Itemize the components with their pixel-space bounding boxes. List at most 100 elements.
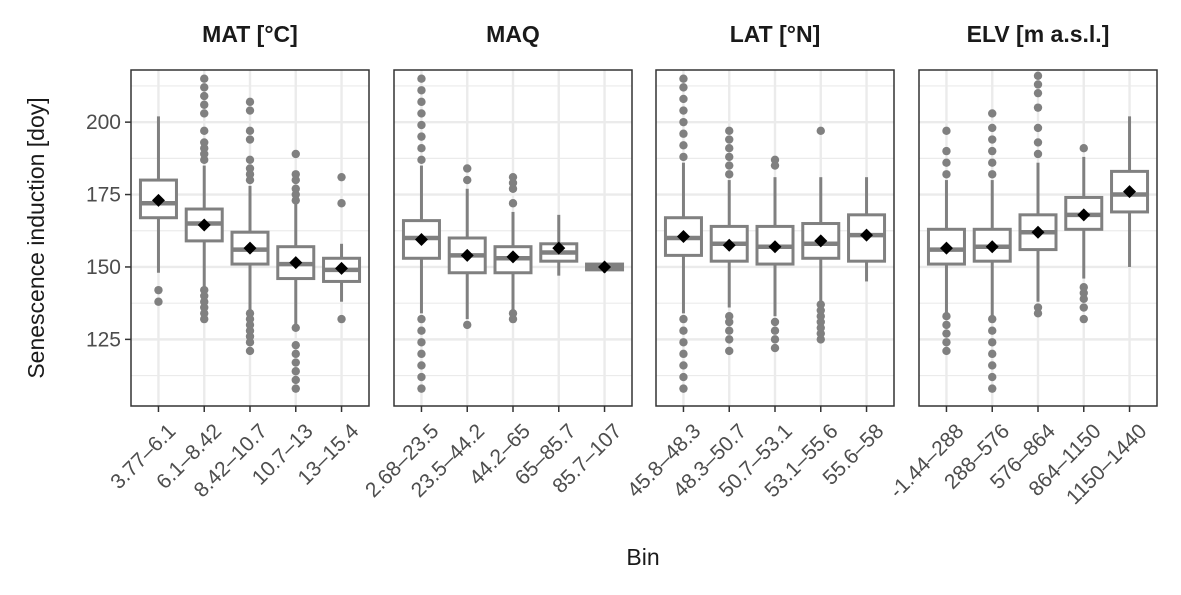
outlier-point [988,146,997,156]
outlier-point [770,335,780,344]
outlier-point [1033,138,1043,147]
outlier-point [816,312,825,321]
outlier-point [725,317,734,327]
box-3 [755,155,795,353]
mean-marker [860,228,874,242]
outlier-point [291,358,300,367]
mean-marker [939,241,953,255]
box-1 [663,74,703,393]
mean-marker [1123,185,1137,199]
panel-title: LAT [°N] [730,21,821,47]
outlier-point [942,338,951,347]
y-tick-label: 200 [86,111,121,134]
outlier-point [291,170,300,179]
outlier-point [337,199,346,208]
outlier-point [1033,103,1043,112]
outlier-point [816,329,825,338]
outlier-point [725,170,734,179]
outlier-point [770,155,780,164]
box-3 [230,97,270,356]
outlier-point [245,170,255,179]
panel-1: MAT [°C]3.77–6.16.1–8.428.42–10.710.7–13… [106,21,370,502]
mean-marker [985,240,999,254]
box-4 [1064,144,1104,324]
mean-marker [722,238,736,252]
outlier-point [200,291,209,301]
outlier-point [508,178,518,188]
box-4 [801,126,841,344]
mean-marker [289,256,303,270]
outlier-point [291,384,300,393]
outlier-point [417,144,426,153]
box-2 [184,74,224,324]
outlier-point [245,332,255,341]
outlier-point [417,97,426,107]
mean-marker [1077,208,1091,222]
outlier-point [1033,71,1043,80]
outlier-point [679,349,688,359]
outlier-point [679,117,688,127]
outlier-point [1033,80,1043,89]
outlier-point [725,135,734,144]
panel-3: LAT [°N]45.8–48.348.3–50.750.7–53.153.1–… [623,21,895,502]
outlier-point [942,146,951,156]
outlier-point [417,155,426,164]
outlier-point [679,338,688,347]
outlier-point [417,326,426,335]
outlier-point [988,135,997,144]
panel-4: ELV [m a.s.l.]-1.44–288288–576576–864864… [885,21,1158,509]
outlier-point [816,335,825,344]
outlier-point [770,343,780,353]
outlier-point [245,346,255,356]
box-5 [847,177,887,282]
outlier-point [988,361,997,370]
outlier-point [679,372,688,382]
outlier-point [291,323,300,332]
box-3 [1018,71,1058,318]
outlier-point [988,170,997,179]
outlier-point [200,138,209,147]
outlier-point [988,158,997,167]
outlier-point [291,375,300,385]
outlier-point [291,190,300,199]
outlier-point [988,123,997,133]
outlier-point [1033,88,1043,98]
outlier-point [200,155,209,164]
outlier-point [291,196,300,205]
outlier-point [988,109,997,118]
outlier-point [200,74,209,83]
mean-marker [243,241,257,255]
outlier-point [725,312,734,321]
outlier-point [679,314,688,324]
box-2 [972,109,1012,393]
outlier-point [725,126,734,136]
outlier-point [770,161,780,170]
outlier-point [988,372,997,382]
panels-group: MAT [°C]3.77–6.16.1–8.428.42–10.710.7–13… [86,21,1158,509]
outlier-point [816,126,825,136]
outlier-point [1033,149,1043,159]
outlier-point [1079,314,1088,324]
outlier-point [679,361,688,370]
outlier-point [1033,309,1043,318]
outlier-point [200,309,209,318]
outlier-point [942,126,951,136]
mean-marker [552,241,566,255]
outlier-point [200,83,209,92]
outlier-point [463,320,472,330]
outlier-point [816,317,825,327]
outlier-point [1079,288,1088,298]
outlier-point [679,384,688,393]
outlier-point [200,314,209,324]
outlier-point [816,306,825,315]
outlier-point [679,83,688,92]
outlier-point [245,126,255,136]
outlier-point [291,367,300,376]
y-axis-title: Senescence induction [doy] [23,97,49,378]
outlier-point [417,361,426,370]
outlier-point [725,161,734,170]
outlier-point [200,285,209,295]
outlier-point [200,297,209,306]
outlier-point [508,184,518,193]
